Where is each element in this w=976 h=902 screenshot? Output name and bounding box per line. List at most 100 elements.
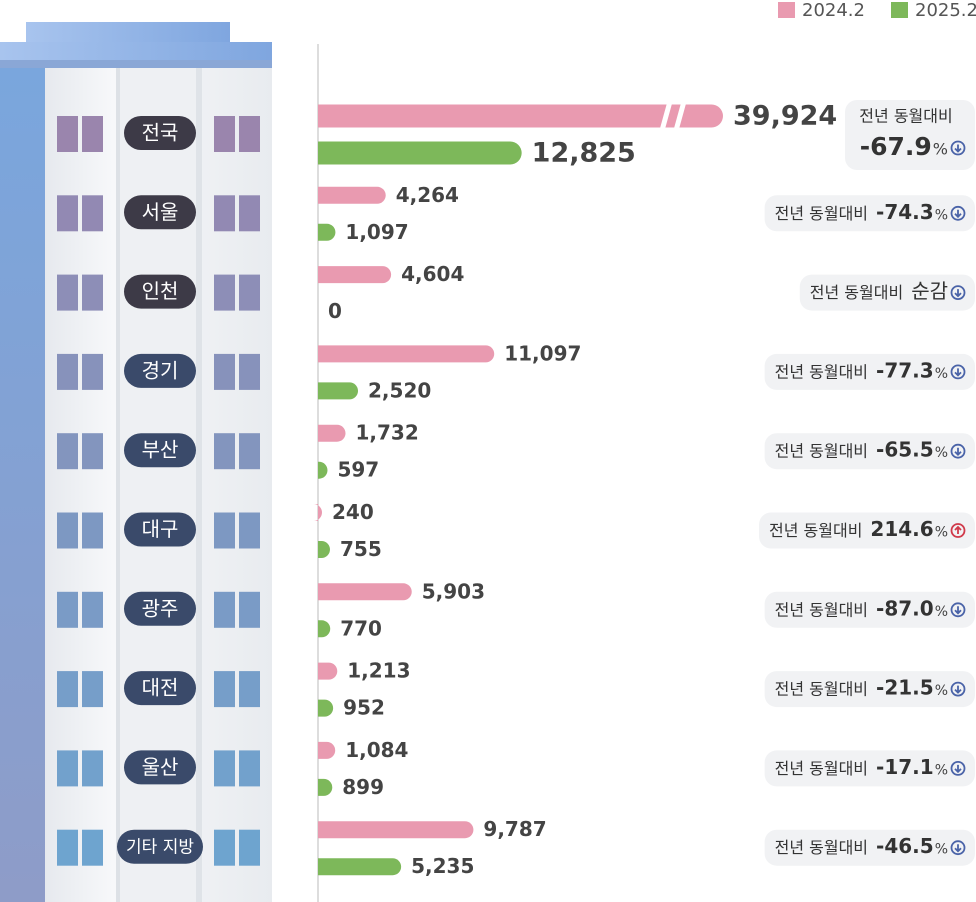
change-caption: 전년 동월대비 [769,521,862,540]
change-badge: %-21.5 전년 동월대비 [764,671,975,708]
value-label: 899 [342,775,384,799]
icon-circle [950,285,966,301]
window [239,274,260,311]
change-icon [950,140,966,156]
value-label: 5,903 [422,579,485,603]
bar [318,141,522,165]
window [214,829,235,866]
change-icon [950,205,966,221]
window [82,750,103,787]
region-label: 경기 [142,358,179,382]
window [214,195,235,232]
change-unit: % [935,525,948,541]
icon-arrow [954,685,962,694]
icon-arrow [954,209,962,219]
change-unit: % [935,762,948,778]
change-icon [950,443,966,459]
change-value: -67.9 [860,132,932,161]
bar [318,821,474,839]
window [82,671,103,708]
value-label: 0 [328,299,342,323]
region-pill [124,353,196,388]
change-badge: %214.6 전년 동월대비 [759,512,975,549]
value-label: 240 [332,500,374,524]
value-label: 597 [337,458,379,482]
region-pill [124,512,196,547]
badge-background [764,671,975,708]
region-pill [124,750,196,785]
change-caption: 전년 동월대비 [775,600,868,619]
bar [318,223,336,241]
change-caption: 전년 동월대비 [775,838,868,857]
bar [318,778,333,796]
bar [318,583,412,601]
window [57,591,78,628]
window [57,750,78,787]
value-label: 5,235 [411,854,474,878]
region-pill [124,671,196,706]
window [57,353,78,390]
window [57,274,78,311]
value-label: 952 [343,696,385,720]
region-label: 울산 [142,755,179,779]
region-pill [124,274,196,309]
change-badge: %-17.1 전년 동월대비 [764,750,975,787]
badge-background [764,433,975,470]
region-label: 전국 [142,121,179,145]
region-label: 대구 [142,517,179,541]
window [57,433,78,470]
change-value: -77.3 [876,358,934,382]
region-label: 대전 [142,676,179,700]
icon-circle [950,364,966,380]
window [239,116,260,152]
icon-circle [950,140,966,156]
change-icon [950,681,966,697]
icon-circle [950,681,966,697]
window [82,353,103,390]
change-caption: 전년 동월대비 [775,204,868,223]
icon-circle [950,523,966,538]
value-label: 1,097 [345,220,408,244]
window [82,433,103,470]
change-value: 214.6 [870,517,933,541]
icon-arrow [954,289,962,298]
window [214,671,235,708]
window [57,512,78,549]
bar [318,345,495,363]
change-icon [950,840,966,856]
change-unit: % [935,207,948,223]
window [82,274,103,311]
change-value: -46.5 [876,834,934,858]
window [214,512,235,549]
value-label: 1,732 [356,421,419,445]
window [214,353,235,390]
change-badge: %-87.0 전년 동월대비 [764,591,975,628]
bar [318,186,386,204]
window [57,671,78,708]
window [82,512,103,549]
change-value: -65.5 [876,438,934,462]
value-label: 39,924 [733,101,837,132]
legend-swatch [891,2,908,18]
region-pill [124,591,196,626]
legend-label: 2024.2 [802,0,865,21]
change-unit: % [935,366,948,382]
region-pill [124,116,196,150]
icon-arrow [954,144,962,153]
change-value: -87.0 [876,596,934,620]
bar [318,461,328,479]
window [239,750,260,787]
window [239,195,260,232]
window [239,433,260,470]
change-badge: %-65.5 전년 동월대비 [764,433,975,470]
value-label: 12,825 [532,138,636,169]
value-label: 11,097 [504,341,581,365]
badge-background [764,829,975,866]
badge-background [764,353,975,390]
bar [313,504,322,521]
change-caption: 전년 동월대비 [775,362,868,381]
icon-arrow [954,447,962,456]
change-icon [950,602,966,618]
badge-background [759,512,975,549]
